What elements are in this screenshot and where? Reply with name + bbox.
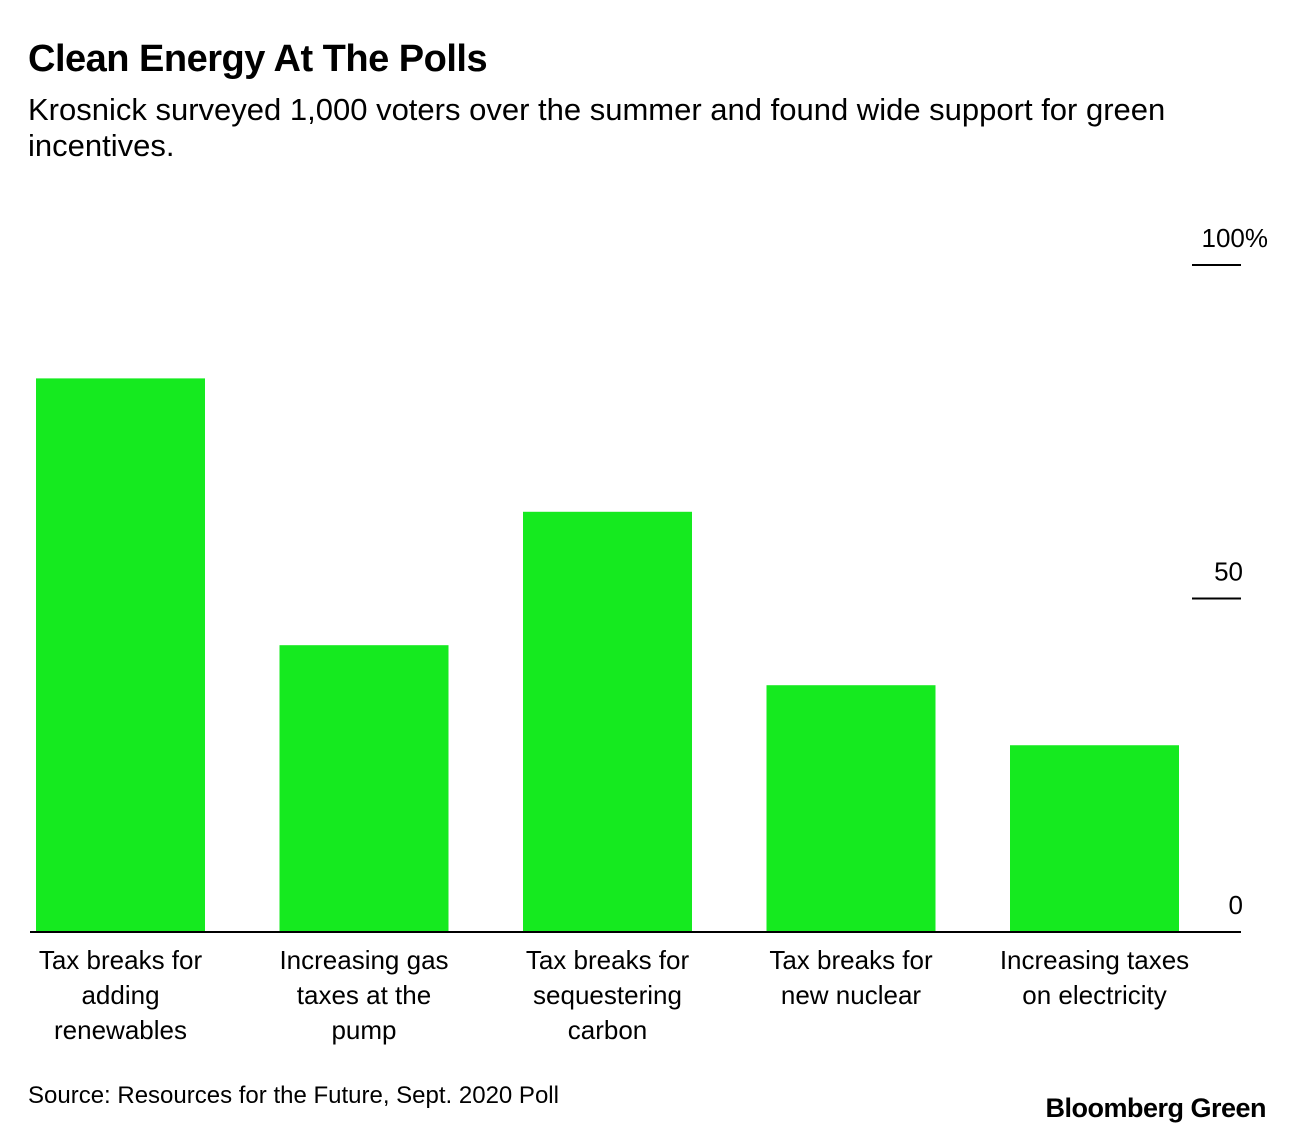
bar-4 [766, 685, 936, 932]
bars-group [36, 378, 1179, 932]
y-tick-label-100: 100% [1202, 223, 1269, 253]
chart-subtitle: Krosnick surveyed 1,000 voters over the … [28, 92, 1166, 163]
bar-3 [523, 511, 692, 932]
x-tick-label-4: Tax breaks for new nuclear [769, 945, 933, 1010]
brand-logo: Bloomberg Green [1045, 1093, 1266, 1123]
x-tick-label-2: Increasing gas taxes at the pump [279, 945, 448, 1045]
bar-2 [279, 645, 449, 932]
x-tick-label-1: Tax breaks for adding renewables [39, 945, 203, 1045]
chart-title: Clean Energy At The Polls [28, 38, 488, 80]
bar-1 [36, 378, 205, 932]
bar-5 [1010, 745, 1179, 932]
y-tick-label-0: 0 [1229, 890, 1243, 920]
y-tick-label-50: 50 [1214, 557, 1243, 587]
x-tick-label-5: Increasing taxes on electricity [1000, 945, 1189, 1010]
x-axis-labels: Tax breaks for adding renewables Increasing… [39, 945, 1189, 1045]
x-tick-label-3: Tax breaks for sequestering carbon [526, 945, 690, 1045]
y-axis: 0 50 100% [1192, 223, 1268, 920]
source-note: Source: Resources for the Future, Sept. … [28, 1082, 559, 1109]
